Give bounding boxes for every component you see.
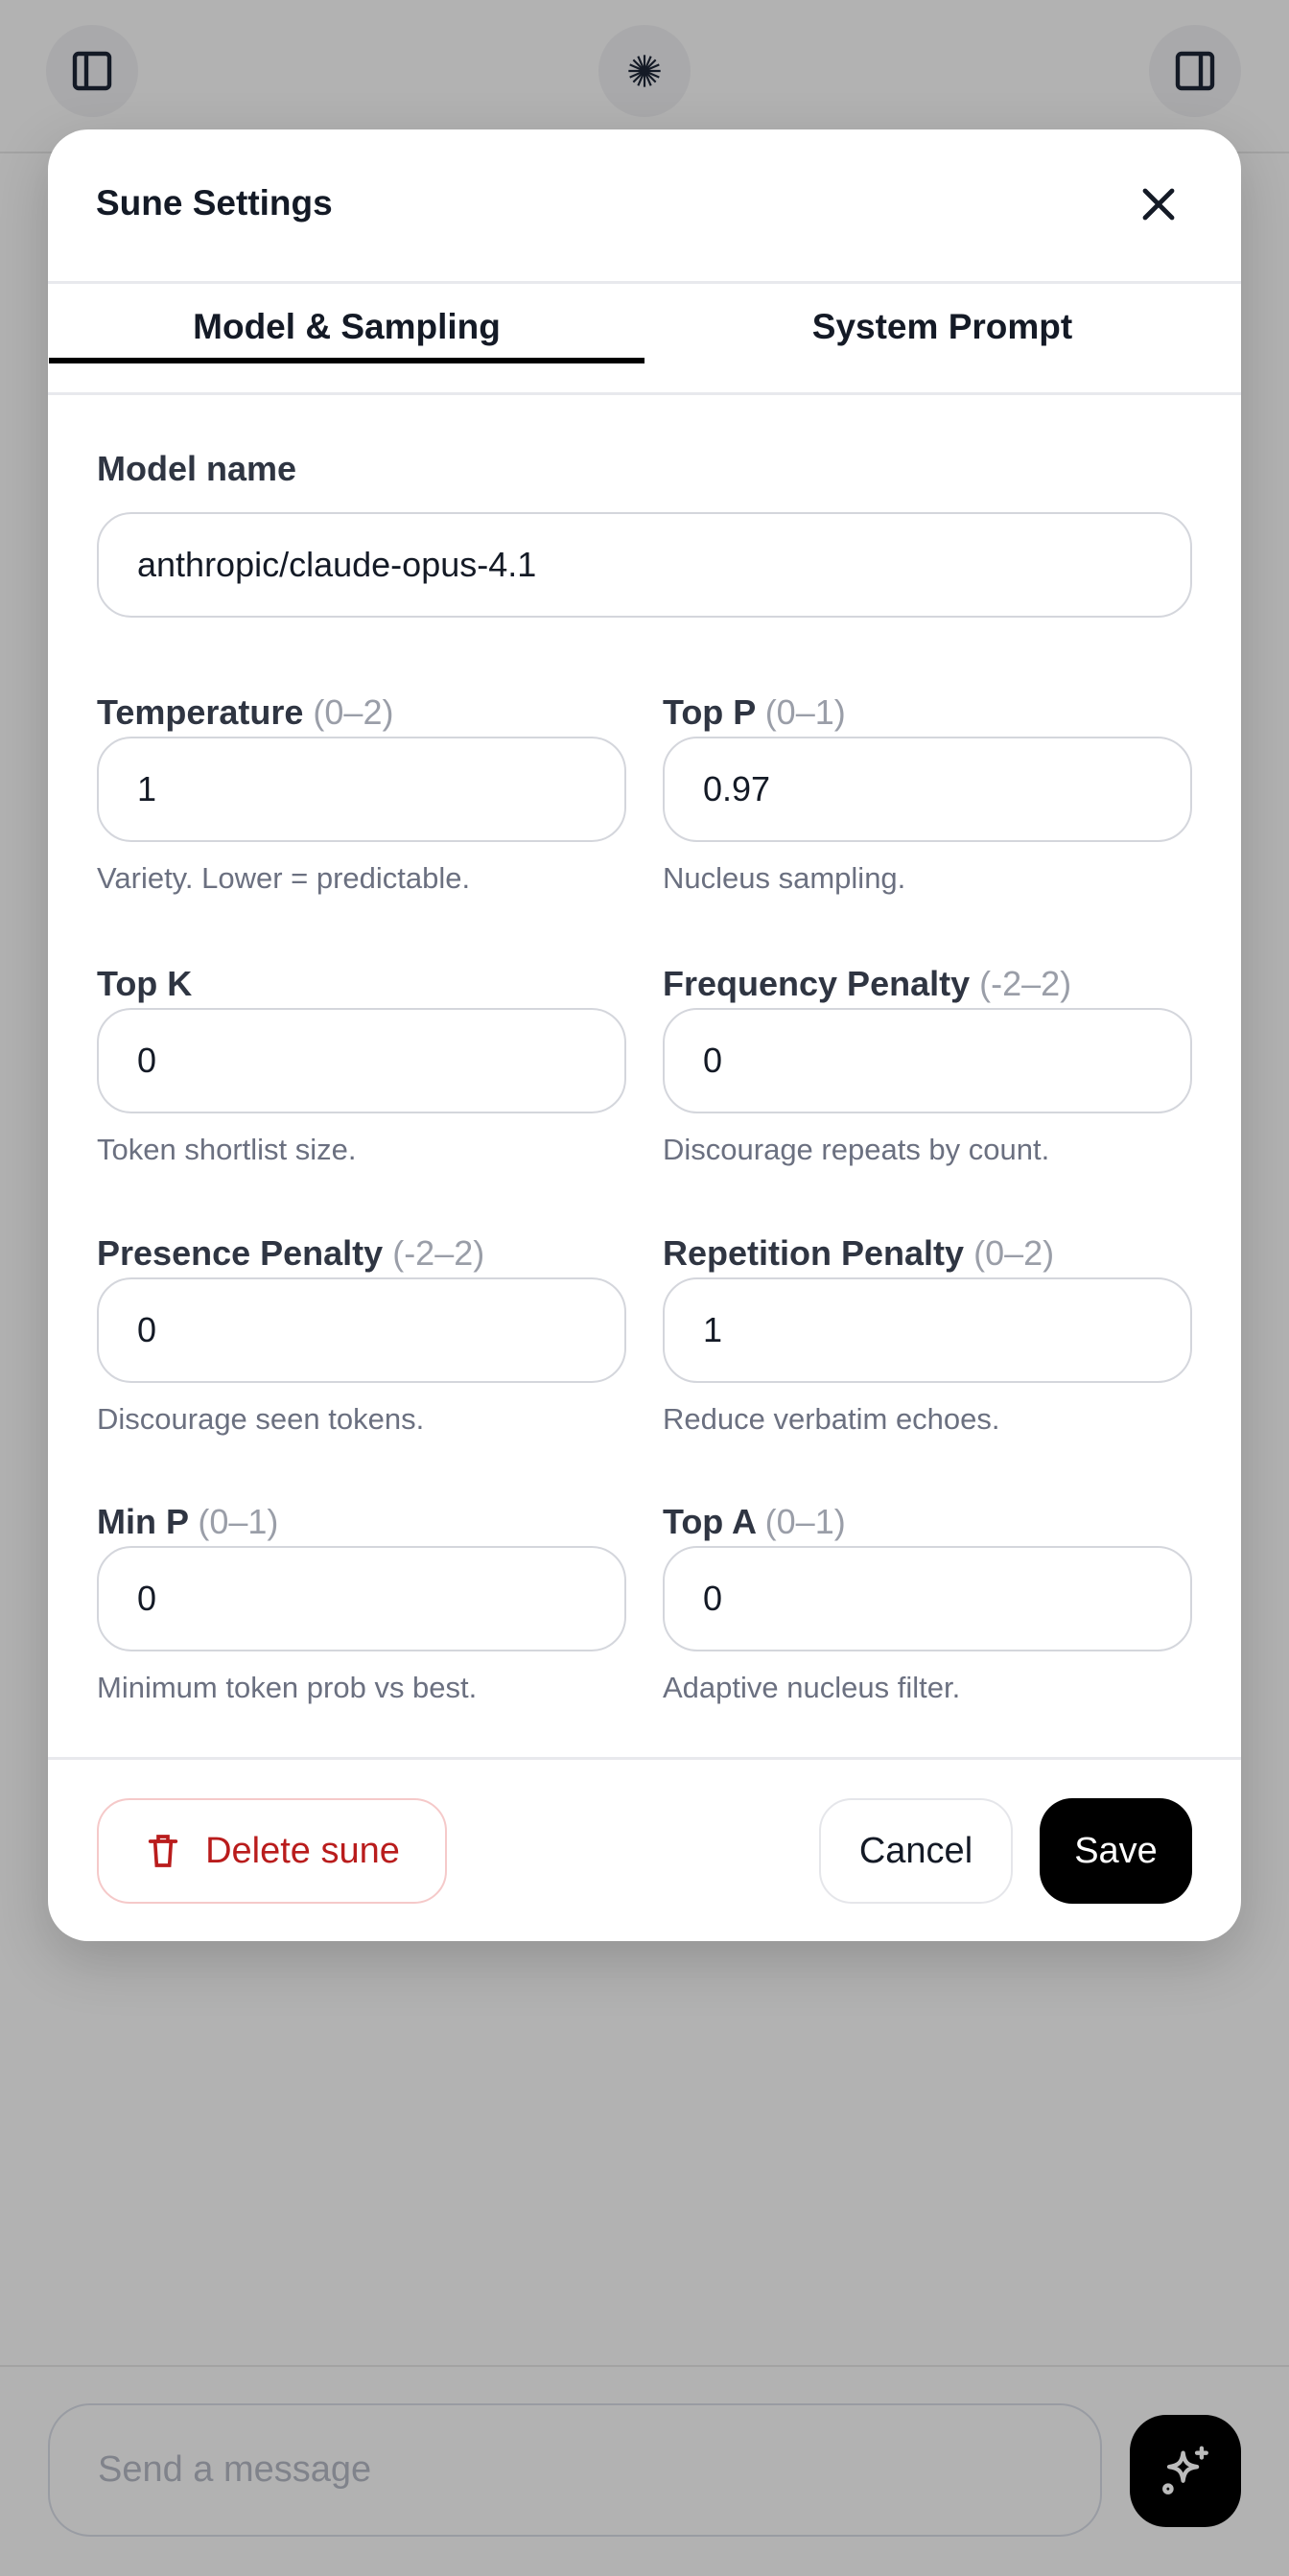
save-button[interactable]: Save	[1040, 1798, 1192, 1904]
field-label-text: Temperature	[97, 692, 304, 732]
dialog-title: Sune Settings	[96, 183, 333, 222]
sun-burst-icon	[628, 55, 661, 87]
top-a-label: Top A (0–1)	[663, 1502, 846, 1542]
top-a-range: (0–1)	[764, 1502, 846, 1541]
frequency-penalty-input[interactable]: 0	[663, 1008, 1192, 1113]
tab-model-sampling[interactable]: Model & Sampling	[49, 293, 644, 363]
toggle-left-sidebar-button[interactable]	[46, 25, 138, 117]
repetition-penalty-range: (0–2)	[973, 1233, 1055, 1273]
min-p-label: Min P (0–1)	[97, 1502, 278, 1542]
repetition-penalty-help: Reduce verbatim echoes.	[663, 1402, 1000, 1436]
field-label-text: Repetition Penalty	[663, 1233, 965, 1273]
min-p-range: (0–1)	[198, 1502, 279, 1541]
field-label-text: Min P	[97, 1502, 189, 1541]
delete-sune-label: Delete sune	[205, 1830, 400, 1871]
composer-divider	[0, 2365, 1289, 2367]
min-p-help: Minimum token prob vs best.	[97, 1671, 478, 1704]
top-a-help: Adaptive nucleus filter.	[663, 1671, 961, 1704]
presence-penalty-range: (-2–2)	[392, 1233, 485, 1273]
top-k-label: Top K	[97, 964, 192, 1004]
message-placeholder: Send a message	[98, 2449, 372, 2490]
top-p-help: Nucleus sampling.	[663, 861, 906, 895]
frequency-penalty-label: Frequency Penalty (-2–2)	[663, 964, 1071, 1004]
top-p-input[interactable]: 0.97	[663, 737, 1192, 842]
field-label-text: Top A	[663, 1502, 756, 1541]
model-name-input[interactable]: anthropic/claude-opus-4.1	[97, 512, 1192, 618]
temperature-input[interactable]: 1	[97, 737, 626, 842]
settings-dialog: Sune Settings Model & Sampling System Pr…	[48, 129, 1241, 1941]
top-k-input[interactable]: 0	[97, 1008, 626, 1113]
divider	[48, 281, 1241, 284]
field-label-text: Presence Penalty	[97, 1233, 384, 1273]
sparkles-icon	[1162, 2446, 1208, 2494]
footer-divider	[48, 1757, 1241, 1760]
frequency-penalty-help: Discourage repeats by count.	[663, 1133, 1050, 1166]
top-p-label: Top P (0–1)	[663, 692, 846, 733]
field-label-text: Frequency Penalty	[663, 964, 971, 1003]
temperature-range: (0–2)	[313, 692, 394, 732]
trash-icon	[148, 1835, 178, 1867]
top-a-input[interactable]: 0	[663, 1546, 1192, 1651]
presence-penalty-label: Presence Penalty (-2–2)	[97, 1233, 484, 1274]
delete-sune-button[interactable]: Delete sune	[97, 1798, 447, 1904]
tab-system-prompt[interactable]: System Prompt	[811, 307, 1073, 346]
sune-logo-button[interactable]	[598, 25, 691, 117]
temperature-label: Temperature (0–2)	[97, 692, 393, 733]
close-icon[interactable]	[1136, 181, 1182, 227]
message-input[interactable]: Send a message	[48, 2403, 1102, 2537]
temperature-help: Variety. Lower = predictable.	[97, 861, 471, 895]
top-k-help: Token shortlist size.	[97, 1133, 357, 1166]
model-name-label: Model name	[97, 449, 297, 488]
divider	[48, 392, 1241, 395]
min-p-input[interactable]: 0	[97, 1546, 626, 1651]
presence-penalty-input[interactable]: 0	[97, 1277, 626, 1383]
field-label-text: Top P	[663, 692, 756, 732]
presence-penalty-help: Discourage seen tokens.	[97, 1402, 425, 1436]
frequency-penalty-range: (-2–2)	[979, 964, 1072, 1003]
toggle-right-sidebar-button[interactable]	[1149, 25, 1241, 117]
send-button[interactable]	[1130, 2415, 1241, 2527]
sidebar-right-icon	[1175, 51, 1215, 91]
repetition-penalty-input[interactable]: 1	[663, 1277, 1192, 1383]
sidebar-left-icon	[72, 51, 112, 91]
cancel-button[interactable]: Cancel	[819, 1798, 1013, 1904]
field-label-text: Top K	[97, 964, 193, 1003]
top-p-range: (0–1)	[764, 692, 846, 732]
repetition-penalty-label: Repetition Penalty (0–2)	[663, 1233, 1054, 1274]
